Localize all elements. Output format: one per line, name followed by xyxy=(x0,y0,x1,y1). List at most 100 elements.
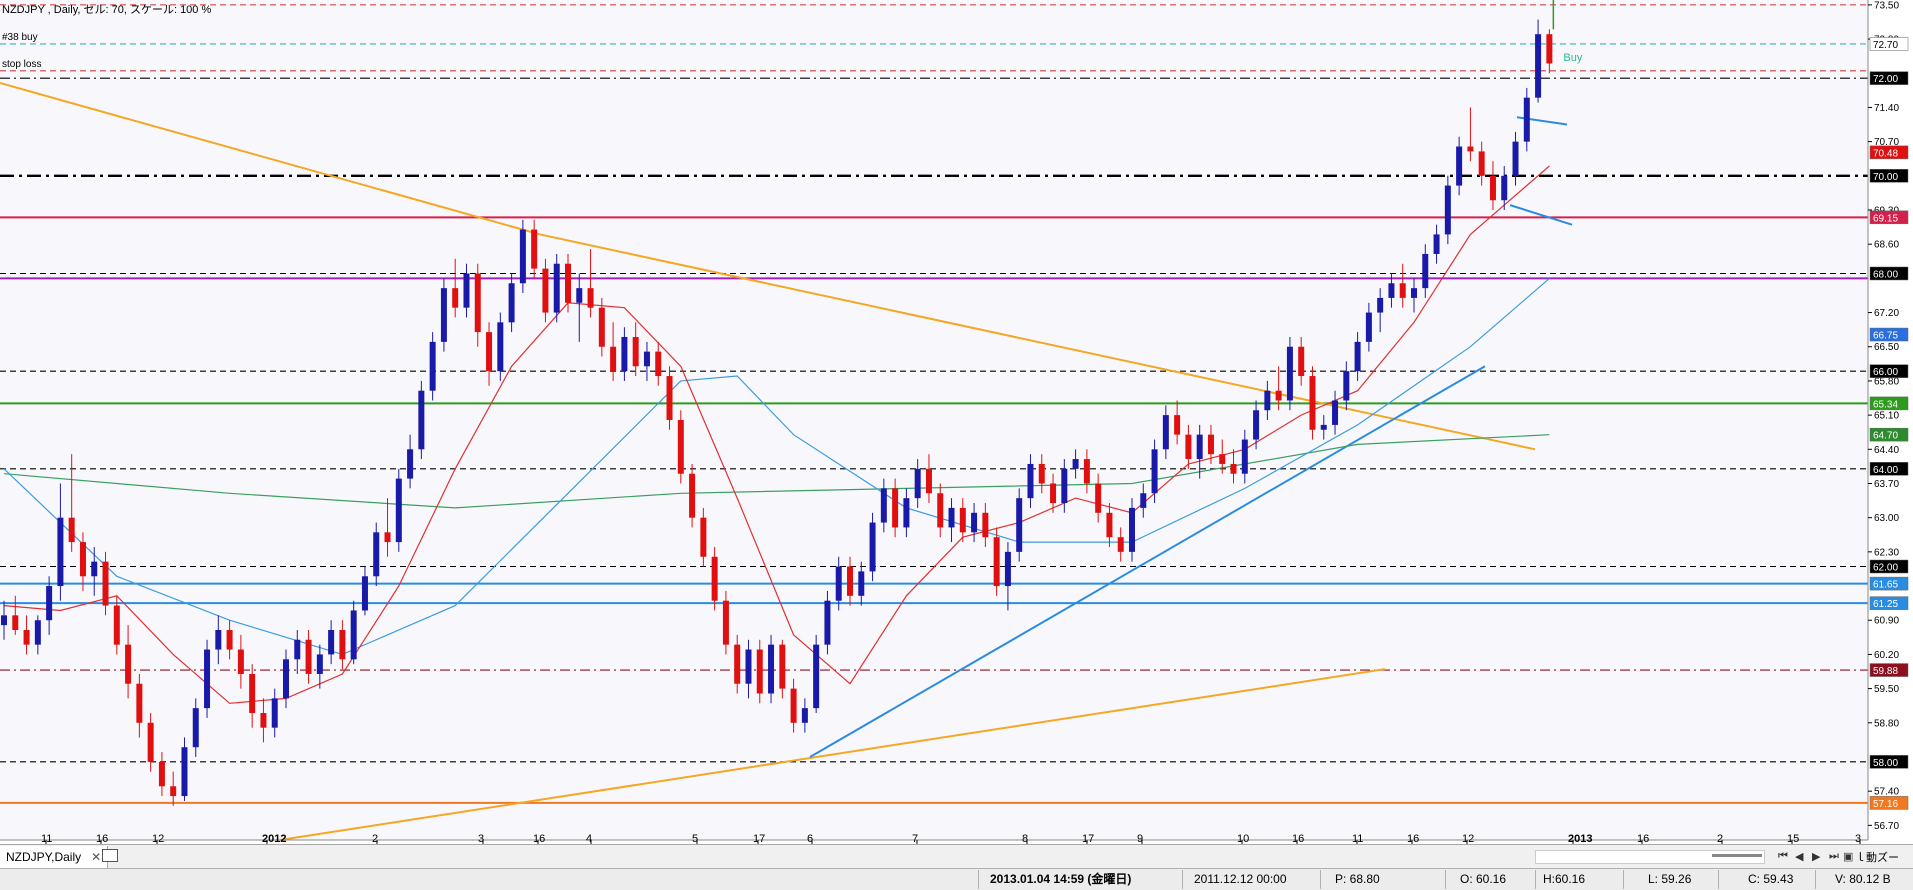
candle[interactable] xyxy=(192,708,199,748)
candle[interactable] xyxy=(643,351,650,367)
prev-icon[interactable]: ◀ xyxy=(1795,851,1804,863)
candle[interactable] xyxy=(1264,390,1271,411)
candle[interactable] xyxy=(801,708,808,723)
candle[interactable] xyxy=(91,561,98,577)
candle[interactable] xyxy=(215,630,222,650)
candle[interactable] xyxy=(1332,400,1339,425)
candle[interactable] xyxy=(497,322,504,372)
candle[interactable] xyxy=(576,288,583,303)
candle[interactable] xyxy=(395,478,402,543)
candle[interactable] xyxy=(1106,512,1113,538)
candle[interactable] xyxy=(1422,253,1429,289)
candle[interactable] xyxy=(260,713,267,728)
trend-line-2[interactable] xyxy=(279,668,1386,841)
candle[interactable] xyxy=(271,698,278,728)
candle[interactable] xyxy=(136,683,143,723)
candle[interactable] xyxy=(316,654,323,674)
trend-line-5[interactable] xyxy=(1509,204,1573,226)
candle[interactable] xyxy=(835,566,842,601)
candle[interactable] xyxy=(125,644,132,684)
candle[interactable] xyxy=(711,556,718,601)
candle[interactable] xyxy=(1286,346,1293,401)
candle[interactable] xyxy=(1117,537,1124,552)
candle[interactable] xyxy=(1433,234,1440,254)
candle[interactable] xyxy=(1309,376,1316,430)
candle[interactable] xyxy=(305,639,312,674)
candle[interactable] xyxy=(531,229,538,269)
close-icon[interactable]: ✕ xyxy=(91,850,102,864)
candle[interactable] xyxy=(1456,146,1463,186)
candle[interactable] xyxy=(384,532,391,543)
candle[interactable] xyxy=(1219,454,1226,464)
candle[interactable] xyxy=(519,229,526,284)
candle[interactable] xyxy=(553,263,560,313)
candle[interactable] xyxy=(102,561,109,606)
candle[interactable] xyxy=(1061,468,1068,504)
candle[interactable] xyxy=(68,517,75,543)
candle[interactable] xyxy=(1140,493,1147,508)
candle[interactable] xyxy=(1241,439,1248,474)
candle[interactable] xyxy=(959,507,966,533)
candle[interactable] xyxy=(1083,459,1090,484)
candle[interactable] xyxy=(1478,151,1485,176)
candle[interactable] xyxy=(1298,346,1305,377)
candle[interactable] xyxy=(971,512,978,533)
candle[interactable] xyxy=(1275,390,1282,401)
candle[interactable] xyxy=(1174,415,1181,435)
candle[interactable] xyxy=(1095,483,1102,513)
candle[interactable] xyxy=(1004,551,1011,587)
candle[interactable] xyxy=(1320,424,1327,430)
candle[interactable] xyxy=(204,649,211,709)
candle[interactable] xyxy=(824,600,831,645)
candle[interactable] xyxy=(655,351,662,377)
candle[interactable] xyxy=(474,273,481,333)
candle[interactable] xyxy=(621,336,628,372)
candle[interactable] xyxy=(993,537,1000,587)
candle[interactable] xyxy=(1354,341,1361,372)
candle[interactable] xyxy=(768,644,775,694)
candle[interactable] xyxy=(1185,434,1192,460)
candle[interactable] xyxy=(700,517,707,557)
candle[interactable] xyxy=(598,307,605,347)
candle[interactable] xyxy=(948,507,955,528)
candle[interactable] xyxy=(237,649,244,674)
candle[interactable] xyxy=(46,586,53,621)
candle[interactable] xyxy=(361,576,368,611)
candle[interactable] xyxy=(486,332,493,372)
candle[interactable] xyxy=(249,673,256,714)
candle[interactable] xyxy=(429,341,436,391)
candle[interactable] xyxy=(632,336,639,367)
candle[interactable] xyxy=(57,517,64,587)
candle[interactable] xyxy=(722,600,729,645)
candle[interactable] xyxy=(1467,146,1474,152)
candle[interactable] xyxy=(1489,175,1496,201)
trend-line-3[interactable] xyxy=(809,365,1486,758)
candle[interactable] xyxy=(226,630,233,650)
candle[interactable] xyxy=(1343,371,1350,401)
next-icon[interactable]: ▶ xyxy=(1812,851,1821,863)
candle[interactable] xyxy=(1016,498,1023,552)
candle[interactable] xyxy=(1072,459,1079,469)
candle[interactable] xyxy=(734,644,741,684)
candle[interactable] xyxy=(373,532,380,577)
candle[interactable] xyxy=(1253,410,1260,440)
candle[interactable] xyxy=(1535,34,1542,98)
candle[interactable] xyxy=(1129,507,1135,552)
candle[interactable] xyxy=(79,542,86,577)
candle[interactable] xyxy=(1399,283,1406,298)
candle[interactable] xyxy=(937,493,944,528)
candle[interactable] xyxy=(294,639,301,660)
candle[interactable] xyxy=(1523,97,1530,142)
candle[interactable] xyxy=(677,420,684,474)
candle[interactable] xyxy=(914,468,921,499)
candle[interactable] xyxy=(181,747,188,797)
candle[interactable] xyxy=(147,722,154,762)
candle[interactable] xyxy=(892,488,899,528)
candle[interactable] xyxy=(1038,463,1045,484)
candle[interactable] xyxy=(1365,312,1372,342)
zoom-label[interactable]: ｌ動ズー xyxy=(1855,852,1899,864)
window-icon[interactable] xyxy=(102,849,118,862)
candle[interactable] xyxy=(587,288,594,308)
candle[interactable] xyxy=(1,615,7,626)
